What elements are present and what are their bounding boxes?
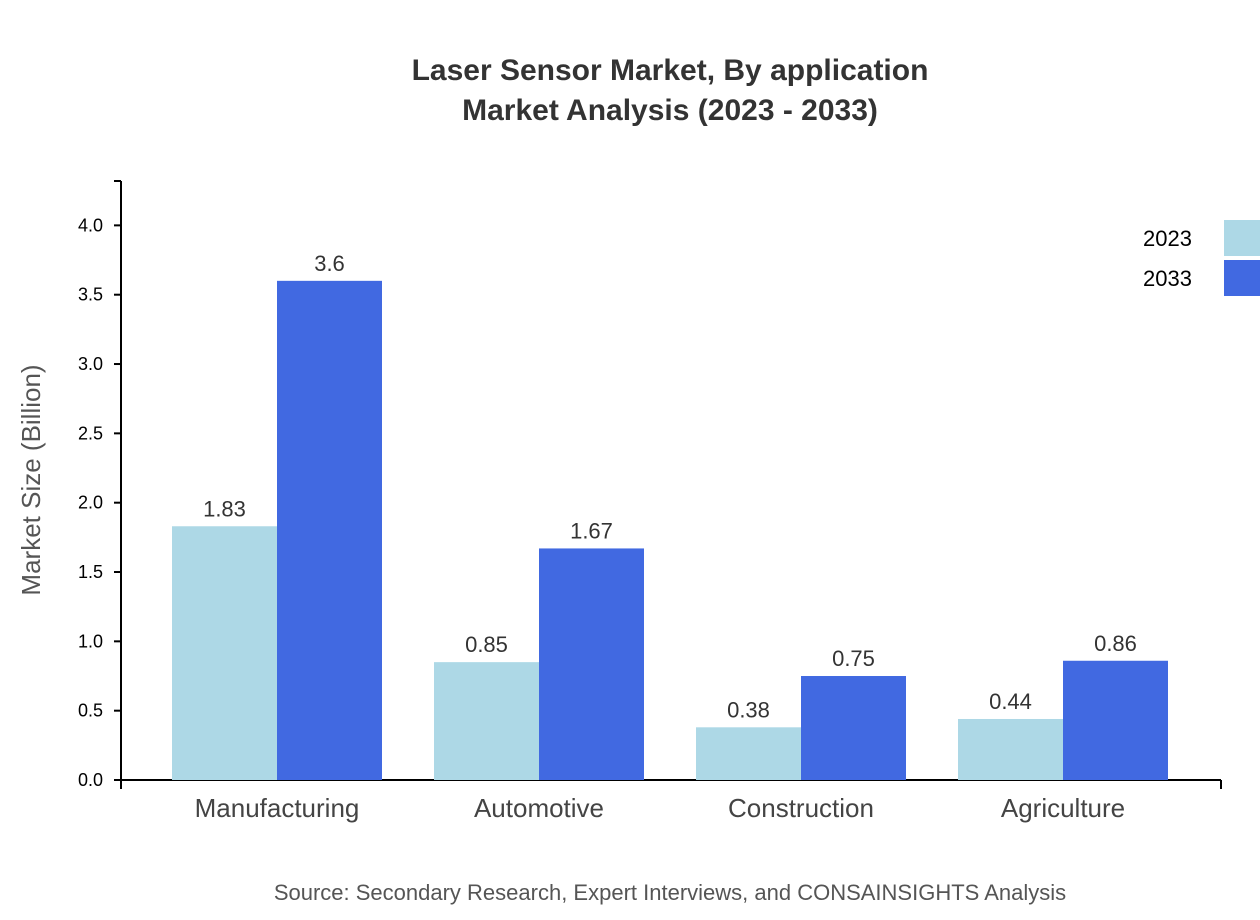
source-note: Source: Secondary Research, Expert Inter…	[274, 880, 1066, 905]
y-tick-label: 0.5	[78, 701, 103, 721]
y-tick-label: 1.5	[78, 562, 103, 582]
chart-title: Laser Sensor Market, By application	[412, 54, 929, 87]
y-tick-label: 2.5	[78, 423, 103, 443]
bar-2023-construction	[696, 727, 801, 780]
data-label: 0.44	[989, 689, 1032, 714]
data-label: 0.75	[832, 646, 875, 671]
legend-label: 2023	[1143, 226, 1192, 251]
y-tick-label: 2.0	[78, 493, 103, 513]
data-label: 1.83	[203, 496, 246, 521]
legend-swatch-2033	[1224, 260, 1260, 296]
legend-swatch-2023	[1224, 220, 1260, 256]
chart-subtitle: Market Analysis (2023 - 2033)	[462, 94, 878, 127]
x-tick-label: Construction	[728, 793, 874, 823]
y-tick-label: 4.0	[78, 215, 103, 235]
data-label: 1.67	[570, 518, 613, 543]
bar-2033-agriculture	[1063, 660, 1168, 780]
y-axis-label: Market Size (Billion)	[16, 364, 46, 595]
y-tick-label: 0.0	[78, 770, 103, 790]
bar-2023-automotive	[434, 662, 539, 780]
x-tick-label: Agriculture	[1001, 793, 1125, 823]
x-tick-label: Automotive	[474, 793, 604, 823]
y-tick-label: 3.0	[78, 354, 103, 374]
y-tick-label: 3.5	[78, 285, 103, 305]
bar-2033-manufacturing	[277, 280, 382, 780]
data-label: 3.6	[314, 251, 345, 276]
y-tick-label: 1.0	[78, 631, 103, 651]
bar-2023-manufacturing	[172, 526, 277, 780]
data-label: 0.85	[465, 632, 508, 657]
x-tick-label: Manufacturing	[195, 793, 360, 823]
legend-label: 2033	[1143, 266, 1192, 291]
data-label: 0.86	[1094, 631, 1137, 656]
bar-2023-agriculture	[958, 718, 1063, 780]
data-label: 0.38	[727, 697, 770, 722]
bar-2033-construction	[801, 676, 906, 780]
bar-2033-automotive	[539, 548, 644, 780]
